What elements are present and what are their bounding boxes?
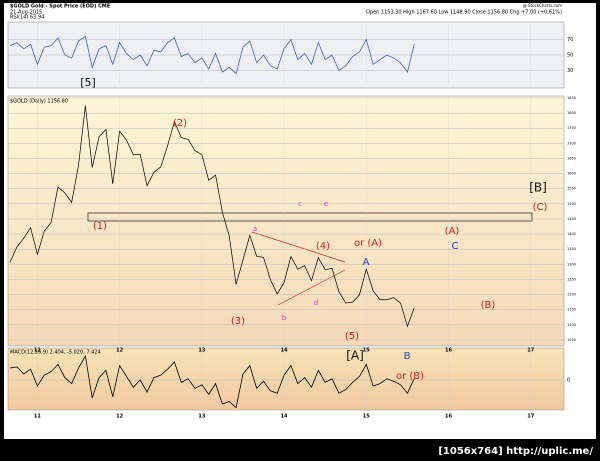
price-title: $GOLD (Daily) 1156.80 xyxy=(10,99,68,105)
x-tick-label: 14 xyxy=(281,348,288,354)
y-tick-label: 1700 xyxy=(567,141,576,145)
range-box xyxy=(87,212,533,222)
wave-label: [B] xyxy=(529,181,547,195)
wave-label: or (A) xyxy=(354,238,382,249)
x-tick-label: 17 xyxy=(527,414,534,420)
y-tick-label: 1800 xyxy=(567,111,576,115)
y-tick-label: 1450 xyxy=(567,217,576,221)
x-tick-label: 13 xyxy=(198,414,205,420)
x-tick-label: 11 xyxy=(34,348,41,354)
series-line xyxy=(9,354,415,409)
y-tick-label: 1050 xyxy=(567,338,576,342)
y-tick-label: 1300 xyxy=(567,262,576,266)
x-tick-label: 15 xyxy=(363,414,370,420)
y-tick-label: 1550 xyxy=(567,187,576,191)
brand: @ StockCharts.com xyxy=(523,3,562,8)
x-tick-label: 14 xyxy=(281,414,288,420)
wave-label: (1) xyxy=(93,221,107,232)
wave-label: e xyxy=(324,200,328,208)
wave-label: c xyxy=(298,200,302,208)
x-tick-label: 13 xyxy=(198,348,205,354)
macd-title: MACD(12,26,9) 2.404, -5.020, 7.424 xyxy=(10,350,101,356)
wave-label: (3) xyxy=(231,316,245,327)
rsi-title: RSI(14) 63.94 xyxy=(10,15,44,21)
wave-label: [A] xyxy=(346,349,364,363)
x-tick-label: 12 xyxy=(116,414,123,420)
x-tick-label: 17 xyxy=(527,348,534,354)
wave-label: B xyxy=(404,351,411,362)
triangle-line xyxy=(251,231,346,263)
y-tick-label: 1750 xyxy=(567,126,576,130)
y-tick-label: 1400 xyxy=(567,232,576,236)
wave-label: d xyxy=(314,299,318,307)
footer: [1056x764] http://uplic.me/ xyxy=(438,446,593,457)
x-tick-label: 16 xyxy=(445,348,452,354)
wave-label: b xyxy=(282,314,287,322)
y-tick-label: 1350 xyxy=(567,247,576,251)
wave-label: or (B) xyxy=(396,371,424,382)
y-tick-label: 1500 xyxy=(567,202,576,206)
wave-label: (C) xyxy=(533,202,548,213)
y-tick-label: 50 xyxy=(567,53,573,59)
x-tick-label: 11 xyxy=(34,414,41,420)
x-tick-label: 16 xyxy=(445,414,452,420)
y-tick-label: 30 xyxy=(567,68,573,74)
wave-label: (A) xyxy=(445,226,460,237)
series-line xyxy=(9,35,415,75)
y-tick-label: 1250 xyxy=(567,277,576,281)
wave-label: (2) xyxy=(173,118,187,129)
x-tick-label: 15 xyxy=(363,348,370,354)
y-tick-label: 1200 xyxy=(567,293,576,297)
header-title: $GOLD Gold - Spot Price (EOD) CME xyxy=(10,4,111,10)
wave-label: (5) xyxy=(345,331,359,342)
y-tick-label: 1650 xyxy=(567,156,576,160)
x-tick-label: 12 xyxy=(116,348,123,354)
header-date: 21-Aug-2015 xyxy=(10,10,42,16)
y-tick-label: 1100 xyxy=(567,323,576,327)
y-tick-label: 1850 xyxy=(567,96,576,100)
y-tick-label: 1150 xyxy=(567,308,576,312)
wave-label: a xyxy=(253,225,257,233)
wave-label: A xyxy=(363,257,370,268)
y-tick-label: 70 xyxy=(567,37,573,43)
wave-label: (4) xyxy=(316,241,330,252)
wave-label: (B) xyxy=(481,300,496,311)
y-tick-label: 1600 xyxy=(567,172,576,176)
footer-bar xyxy=(430,442,596,459)
header-quote: Open 1153.30 High 1167.60 Low 1148.90 Cl… xyxy=(366,10,562,16)
wave-label: [5] xyxy=(80,76,96,89)
series-line xyxy=(9,105,415,328)
y-tick-label: 0 xyxy=(567,378,570,384)
wave-label: C xyxy=(452,241,459,252)
macd-panel xyxy=(7,347,565,411)
triangle-line xyxy=(277,269,346,306)
